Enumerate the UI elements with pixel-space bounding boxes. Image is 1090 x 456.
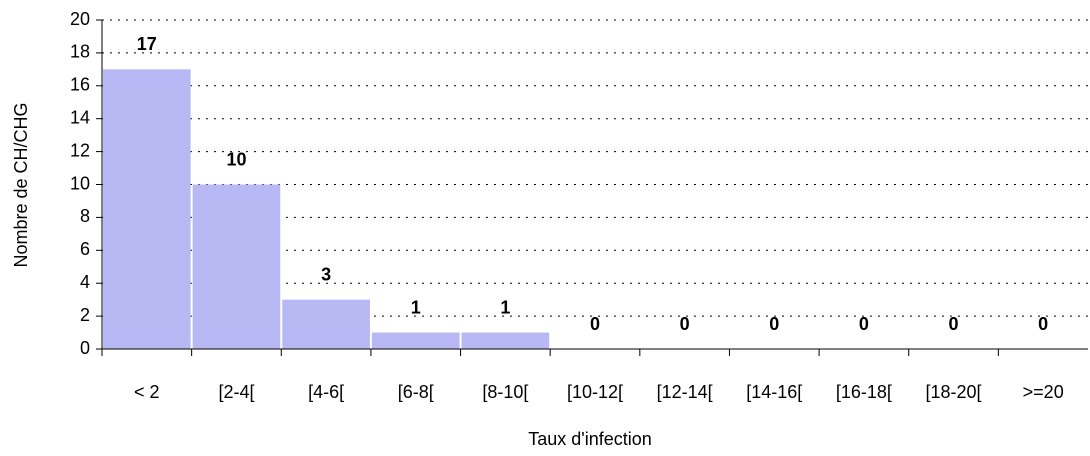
- x-tick-label: [14-16[: [746, 382, 802, 402]
- value-label: 1: [411, 297, 421, 317]
- y-tick-label: 2: [80, 305, 90, 325]
- bar: [192, 184, 281, 349]
- y-tick-label: 18: [70, 42, 90, 62]
- x-tick-label: [16-18[: [836, 382, 892, 402]
- x-tick-label: [4-6[: [308, 382, 344, 402]
- y-tick-label: 14: [70, 107, 90, 127]
- value-label: 17: [137, 34, 157, 54]
- x-tick-label: >=20: [1023, 382, 1064, 402]
- value-label: 0: [680, 314, 690, 334]
- bar: [461, 332, 550, 349]
- x-tick-label: [2-4[: [218, 382, 254, 402]
- y-tick-label: 4: [80, 272, 90, 292]
- value-label: 0: [590, 314, 600, 334]
- y-tick-label: 20: [70, 9, 90, 29]
- value-label: 10: [226, 149, 246, 169]
- value-label: 0: [949, 314, 959, 334]
- x-tick-label: [12-14[: [657, 382, 713, 402]
- y-tick-label: 16: [70, 75, 90, 95]
- value-label: 0: [1038, 314, 1048, 334]
- value-label: 0: [769, 314, 779, 334]
- x-axis-title: Taux d'infection: [528, 429, 652, 449]
- x-tick-label: [8-10[: [482, 382, 528, 402]
- x-tick-label: < 2: [134, 382, 160, 402]
- x-tick-label: [18-20[: [926, 382, 982, 402]
- y-axis-title: Nombre de CH/CHG: [11, 102, 31, 267]
- value-label: 0: [859, 314, 869, 334]
- bar: [103, 69, 191, 349]
- y-tick-label: 12: [70, 140, 90, 160]
- y-tick-label: 0: [80, 338, 90, 358]
- y-tick-label: 6: [80, 239, 90, 259]
- x-tick-label: [10-12[: [567, 382, 623, 402]
- bar: [282, 299, 370, 349]
- y-tick-label: 10: [70, 173, 90, 193]
- value-label: 3: [321, 264, 331, 284]
- y-tick-label: 8: [80, 206, 90, 226]
- bar: [371, 332, 460, 349]
- x-tick-label: [6-8[: [398, 382, 434, 402]
- value-label: 1: [500, 297, 510, 317]
